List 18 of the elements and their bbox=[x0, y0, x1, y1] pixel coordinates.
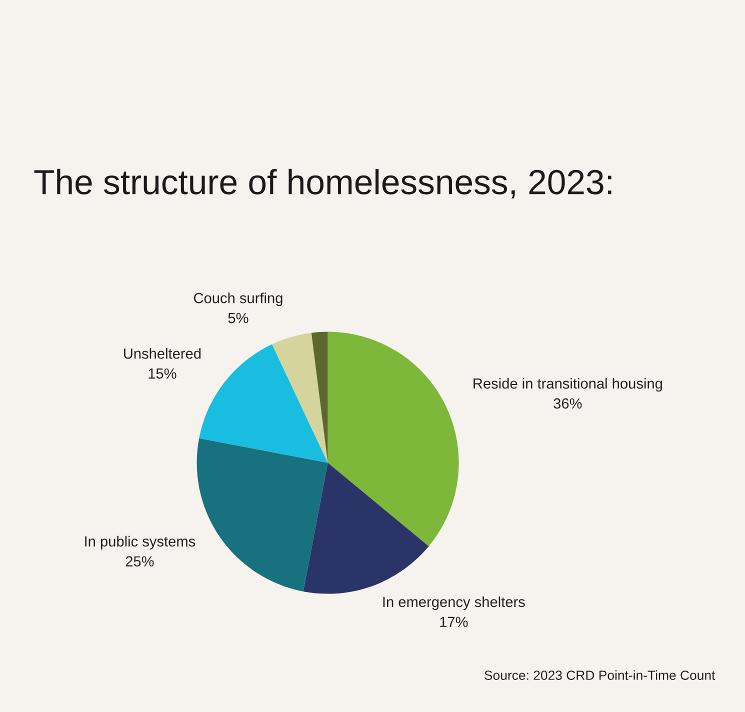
pie-slice bbox=[199, 344, 328, 463]
data-label: 15% bbox=[148, 368, 176, 379]
pie-slice bbox=[328, 332, 459, 546]
slice-label: Couch surfing bbox=[194, 292, 282, 306]
slice-label: In public systems bbox=[85, 536, 196, 550]
pie-slice bbox=[311, 332, 328, 463]
source-note: Source: 2023 CRD Point-in-Time Count bbox=[484, 670, 716, 680]
slice-label: Unsheltered bbox=[124, 348, 201, 359]
pie-slice bbox=[272, 332, 328, 463]
pie-slice bbox=[196, 438, 328, 592]
slice-label: In emergency shelters bbox=[383, 596, 525, 610]
data-label: 36% bbox=[554, 398, 582, 409]
slice-label: Reside in transitional housing bbox=[474, 378, 662, 392]
data-label: 17% bbox=[440, 616, 468, 628]
pie-slice bbox=[303, 462, 429, 594]
data-label: 25% bbox=[126, 556, 154, 567]
chart-title: The structure of homelessness, 2023: bbox=[34, 168, 612, 199]
data-label: 5% bbox=[228, 312, 248, 324]
